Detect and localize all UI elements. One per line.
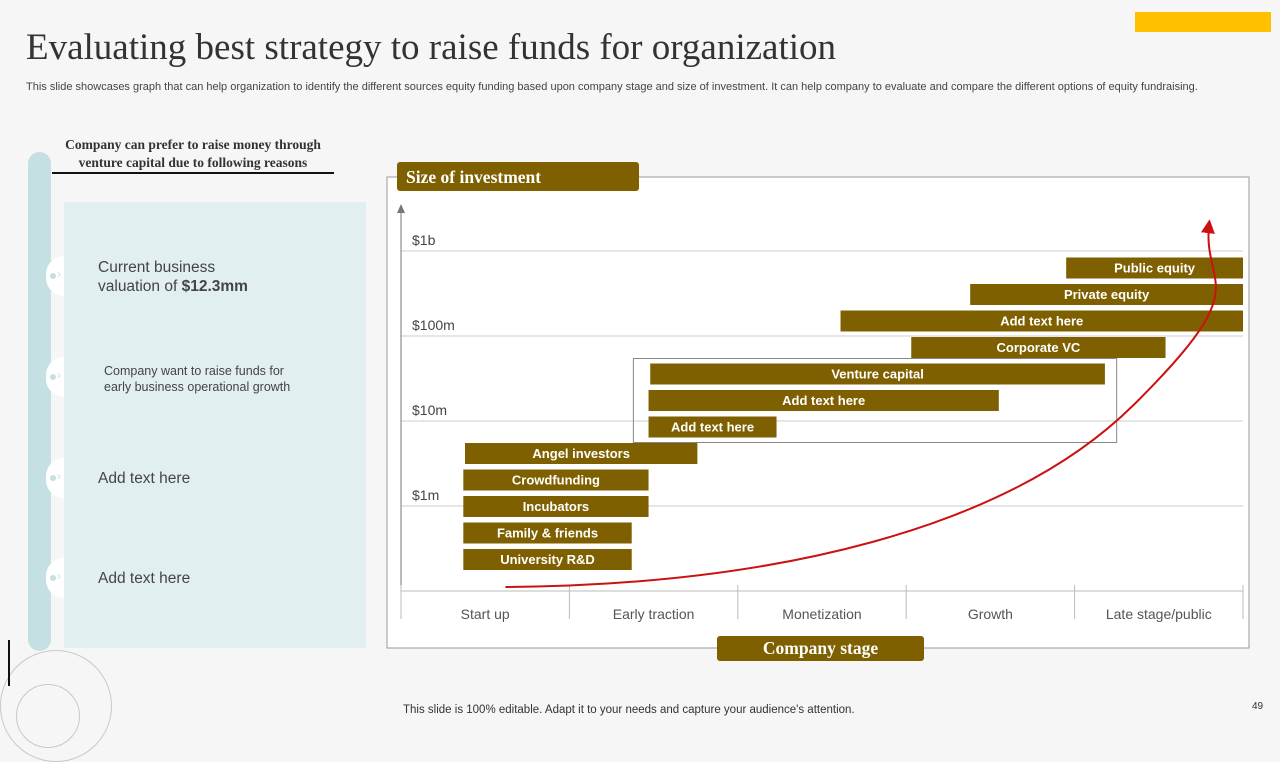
chevron-right-icon: › — [57, 267, 61, 281]
funding-bar-label: University R&D — [500, 552, 595, 567]
funding-bar-label: Add text here — [1000, 314, 1083, 329]
chevron-right-icon: › — [57, 569, 61, 583]
funding-bar: Family & friends — [463, 522, 632, 544]
funding-bar-rect — [463, 469, 649, 491]
page-title: Evaluating best strategy to raise funds … — [26, 27, 837, 68]
reason-connector: › — [46, 256, 64, 296]
y-axis-label: Size of investment — [406, 167, 541, 187]
venture-capital-highlight — [632, 358, 1118, 443]
growth-trend-arrow — [505, 219, 1217, 588]
reason-valuation: Current business valuation of $12.3mm — [98, 259, 248, 295]
funding-bar-rect — [911, 337, 1166, 358]
y-axis-label-box: Size of investment — [397, 162, 639, 191]
funding-bar-label: Private equity — [1064, 287, 1150, 302]
chevron-right-icon: › — [57, 368, 61, 382]
funding-bar-label: Corporate VC — [996, 340, 1080, 355]
x-tick-label: Start up — [461, 606, 510, 622]
funding-bar-label: Crowdfunding — [512, 473, 600, 488]
decorative-line — [8, 640, 10, 686]
reason-connector: › — [46, 458, 64, 498]
funding-bar-label: Angel investors — [532, 446, 630, 461]
reasons-heading: Company can prefer to raise money throug… — [52, 136, 334, 174]
y-axis-arrow-icon — [397, 204, 405, 213]
reason-placeholder: Add text here — [98, 570, 191, 587]
footer-note: This slide is 100% editable. Adapt it to… — [403, 704, 855, 716]
funding-bar-rect — [1066, 257, 1243, 279]
y-tick-label: $100m — [412, 317, 455, 333]
funding-bar: Add text here — [840, 310, 1243, 332]
x-axis-label: Company stage — [763, 638, 878, 658]
x-axis-label-box: Company stage — [717, 636, 924, 661]
funding-bar-label: Add text here — [671, 420, 754, 435]
reasons-panel — [64, 202, 366, 648]
funding-bar-label: Incubators — [523, 499, 589, 514]
funding-bar-rect — [648, 390, 999, 411]
funding-bar: University R&D — [463, 549, 632, 570]
y-tick-label: $1m — [412, 487, 439, 503]
x-tick-label: Early traction — [613, 606, 695, 622]
reason-connector: › — [46, 558, 64, 598]
funding-bar-rect — [463, 522, 632, 544]
chart-frame — [386, 176, 1250, 649]
funding-bar: Crowdfunding — [463, 469, 649, 491]
x-tick-label: Late stage/public — [1106, 606, 1212, 622]
funding-bar: Corporate VC — [911, 337, 1166, 358]
funding-bar: Public equity — [1066, 257, 1243, 279]
funding-bar-rect — [970, 284, 1243, 305]
funding-bar: Private equity — [970, 284, 1243, 305]
funding-bar: Angel investors — [464, 443, 698, 464]
funding-bar: Add text here — [648, 416, 777, 438]
funding-bar-label: Family & friends — [497, 526, 598, 541]
funding-bar-rect — [463, 549, 632, 570]
timeline-rail — [28, 152, 51, 651]
x-tick-label: Growth — [968, 606, 1013, 622]
funding-bar-label: Add text here — [782, 393, 865, 408]
reason-connector: › — [46, 357, 64, 397]
funding-bar-rect — [650, 363, 1105, 385]
y-tick-label: $1b — [412, 232, 436, 248]
reason-placeholder: Add text here — [98, 470, 191, 487]
page-subtitle: This slide showcases graph that can help… — [26, 81, 1198, 93]
reason-growth: Company want to raise funds for early bu… — [104, 364, 291, 394]
funding-bar-label: Public equity — [1114, 261, 1196, 276]
funding-bar-label: Venture capital — [831, 367, 923, 382]
x-tick-label: Monetization — [782, 606, 861, 622]
page-number: 49 — [1252, 701, 1264, 712]
funding-bar: Add text here — [648, 390, 999, 411]
funding-bar-rect — [648, 416, 777, 438]
chevron-right-icon: › — [57, 469, 61, 483]
funding-bar: Venture capital — [650, 363, 1105, 385]
funding-bar-rect — [463, 496, 649, 517]
funding-bar: Incubators — [463, 496, 649, 517]
accent-bar — [1135, 12, 1271, 32]
y-tick-label: $10m — [412, 402, 447, 418]
funding-chart: $1m $10m $100m $1b Start up Early traction Mo… — [386, 162, 1250, 661]
funding-bar-rect — [840, 310, 1243, 332]
funding-bar-rect — [464, 443, 698, 464]
